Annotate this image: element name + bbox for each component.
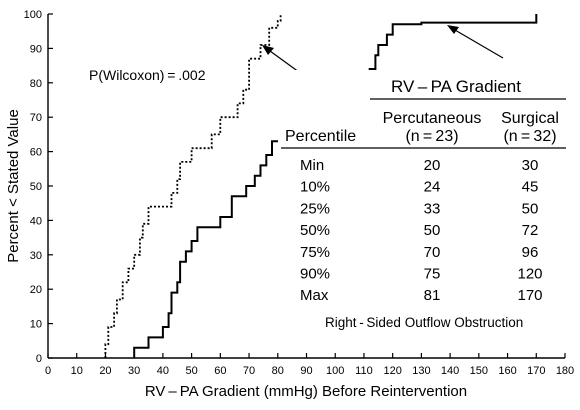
x-axis-ticks: 0 10 20 30 40 50 60 70 80 90 100 110 120 130 140 150 160…: [45, 353, 574, 377]
x-tick-label: 140: [441, 365, 459, 377]
table-cell-percutaneous: 33: [424, 200, 441, 217]
table-cell-surgical: 96: [522, 244, 539, 261]
table-cell-percentile: 10%: [300, 179, 330, 196]
y-tick-label: 10: [30, 319, 42, 331]
x-tick-label: 80: [272, 365, 284, 377]
table-cell-surgical: 72: [522, 222, 539, 239]
x-tick-label: 50: [185, 365, 197, 377]
x-tick-label: 90: [300, 365, 312, 377]
table-cell-percutaneous: 75: [424, 266, 441, 283]
y-tick-label: 70: [30, 112, 42, 124]
table-cell-surgical: 30: [522, 157, 539, 174]
x-tick-label: 0: [45, 365, 51, 377]
table-cell-percentile: 75%: [300, 244, 330, 261]
table-cell-percentile: 50%: [300, 222, 330, 239]
x-tick-label: 10: [71, 365, 83, 377]
table-cell-surgical: 45: [522, 179, 539, 196]
col-header-surgical-n: (n = 32): [503, 128, 556, 145]
table-body: Min 20 30 10% 24 45 25% 33 50 50% 50 72 75% 70 96 90% 75…: [300, 157, 543, 304]
x-axis-title: RV – PA Gradient (mmHg) Before Reinterve…: [145, 383, 467, 400]
table-cell-percutaneous: 70: [424, 244, 441, 261]
y-tick-label: 90: [30, 43, 42, 55]
table-cell-percutaneous: 81: [424, 287, 441, 304]
table-title: RV – PA Gradient: [391, 77, 521, 96]
y-tick-label: 30: [30, 250, 42, 262]
table-cell-percutaneous: 20: [424, 157, 441, 174]
col-header-surgical: Surgical: [501, 110, 559, 127]
x-tick-label: 20: [99, 365, 111, 377]
x-tick-label: 40: [157, 365, 169, 377]
x-tick-label: 120: [383, 365, 401, 377]
y-tick-label: 80: [30, 78, 42, 90]
y-tick-label: 40: [30, 215, 42, 227]
x-tick-label: 160: [498, 365, 516, 377]
x-tick-label: 100: [326, 365, 344, 377]
table-cell-percentile: 25%: [300, 200, 330, 217]
x-tick-label: 150: [470, 365, 488, 377]
x-tick-label: 30: [128, 365, 140, 377]
arrow-to-surgical: [447, 25, 504, 59]
x-tick-label: 60: [214, 365, 226, 377]
table-cell-percentile: 90%: [300, 266, 330, 283]
y-tick-label: 20: [30, 284, 42, 296]
row-header-percentile: Percentile: [285, 128, 356, 145]
p-value-annotation: P(Wilcoxon) = .002: [89, 67, 206, 83]
col-header-percutaneous-n: (n = 23): [405, 128, 458, 145]
y-tick-label: 60: [30, 147, 42, 159]
percentile-table: RV – PA Gradient Percutaneous (n = 23) S…: [278, 70, 566, 306]
x-tick-label: 110: [355, 365, 373, 377]
percutaneous-series-line: [104, 14, 282, 358]
series-layer: [104, 14, 538, 358]
table-cell-percentile: Max: [300, 287, 329, 304]
chart-footer-label: Right - Sided Outflow Obstruction: [325, 315, 523, 330]
table-background: [278, 70, 566, 306]
table-cell-percutaneous: 50: [424, 222, 441, 239]
y-tick-label: 100: [24, 9, 42, 21]
table-cell-percentile: Min: [300, 157, 324, 174]
x-tick-label: 70: [243, 365, 255, 377]
table-cell-surgical: 120: [517, 266, 542, 283]
surgical-series-line: [133, 14, 538, 358]
table-cell-percutaneous: 24: [424, 179, 441, 196]
y-axis-title: Percent < Stated Value: [5, 109, 22, 263]
table-cell-surgical: 170: [517, 287, 542, 304]
x-tick-label: 170: [527, 365, 545, 377]
table-cell-surgical: 50: [522, 200, 539, 217]
y-axis-ticks: 0 10 20 30 40 50 60 70 80 90 100: [24, 9, 53, 365]
x-tick-label: 180: [556, 365, 574, 377]
col-header-percutaneous: Percutaneous: [383, 110, 482, 127]
y-tick-label: 0: [36, 353, 42, 365]
x-tick-label: 130: [412, 365, 430, 377]
y-tick-label: 50: [30, 181, 42, 193]
